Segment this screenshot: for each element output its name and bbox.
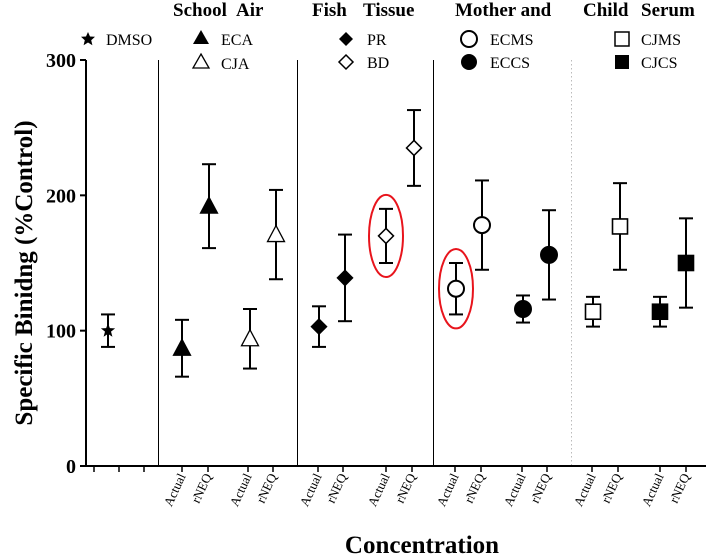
series-pr	[310, 233, 354, 348]
x-tick-label: rNEQ	[253, 470, 280, 505]
marker-triangle	[199, 195, 219, 214]
group-label-school: School	[173, 0, 227, 21]
marker-diamond	[405, 139, 423, 157]
y-axis: 0 100 200 300	[46, 50, 87, 478]
x-tick-label: Actual	[364, 471, 392, 509]
legend-label-dmso: DMSO	[106, 32, 152, 49]
highlight-ellipse-ecms	[438, 248, 474, 330]
legend-marker-ecms	[460, 30, 478, 48]
series-eca	[172, 163, 219, 378]
legend-marker-bd	[337, 53, 355, 71]
marker-triangle	[240, 328, 260, 347]
legend-marker-cjms	[614, 31, 630, 47]
group-label-child: Child	[583, 0, 629, 21]
y-tick-label: 0	[66, 456, 76, 478]
legend-label-ecms: ECMS	[490, 32, 534, 49]
legend-label-pr: PR	[367, 32, 387, 49]
marker-square	[651, 303, 669, 321]
marker-circle	[447, 279, 465, 298]
marker-square	[677, 254, 695, 272]
series-ecms	[447, 179, 491, 316]
legend-label-eccs: ECCS	[490, 55, 530, 72]
y-axis-title: Specific Binidng (%Control)	[11, 120, 38, 425]
x-tick-label: rNEQ	[666, 470, 693, 505]
legend-marker-eccs	[461, 54, 477, 70]
series-bd	[377, 109, 423, 264]
marker-star	[100, 323, 116, 337]
group-label-serum: Serum	[641, 0, 695, 21]
legend-marker-cja	[191, 52, 211, 69]
y-tick-label: 100	[46, 321, 76, 343]
y-tick-label: 200	[46, 185, 76, 207]
marker-circle	[473, 216, 491, 235]
x-tick-label: Actual	[160, 471, 188, 509]
group-label-fish: Fish	[312, 0, 347, 21]
x-tick-label: Actual	[638, 471, 666, 509]
legend-label-cjcs: CJCS	[641, 55, 677, 72]
legend-label-cja: CJA	[221, 56, 250, 73]
legend-marker-eca	[193, 30, 209, 44]
legend-label-bd: BD	[367, 55, 389, 72]
marker-circle	[514, 300, 532, 319]
group-label-tissue: Tissue	[363, 0, 414, 21]
x-tick-label: rNEQ	[461, 470, 488, 505]
x-tick-label: Actual	[570, 471, 598, 509]
highlight-ellipses	[368, 193, 474, 330]
data-marks	[100, 109, 695, 378]
group-label-mother-and: Mother and	[455, 0, 552, 21]
marker-triangle	[266, 224, 286, 243]
x-tick-label: rNEQ	[598, 470, 625, 505]
series-eccs	[514, 209, 558, 324]
legend-label-eca: ECA	[221, 32, 253, 49]
marker-circle	[540, 245, 558, 264]
legend: DMSO ECA CJA PR BD ECMS ECCS CJMS CJCS	[81, 30, 681, 73]
x-tick-label: rNEQ	[392, 470, 419, 505]
y-tick-label: 300	[46, 50, 76, 72]
legend-label-cjms: CJMS	[641, 32, 681, 49]
x-tick-label: rNEQ	[188, 470, 215, 505]
group-dividers	[158, 60, 572, 466]
series-cja	[240, 188, 286, 370]
x-tick-label: Actual	[500, 471, 528, 509]
marker-triangle	[172, 337, 192, 356]
x-axis-title: Concentration	[345, 532, 499, 559]
series-dmso	[100, 313, 116, 348]
highlight-ellipse-bd	[368, 193, 404, 278]
x-tick-label: Actual	[226, 471, 254, 509]
marker-diamond	[310, 318, 328, 336]
group-label-air: Air	[236, 0, 264, 21]
marker-square	[611, 218, 629, 235]
marker-square	[584, 303, 602, 321]
x-tick-label: Actual	[296, 471, 324, 509]
series-cjcs	[651, 217, 695, 328]
legend-marker-dmso	[81, 32, 95, 46]
legend-marker-cjcs	[615, 55, 629, 69]
series-cjms	[584, 182, 629, 328]
legend-marker-pr	[339, 32, 353, 46]
x-tick-label: Actual	[433, 471, 461, 509]
marker-diamond	[336, 269, 354, 287]
marker-diamond	[377, 227, 395, 245]
x-tick-label: rNEQ	[527, 470, 554, 505]
x-tick-label: rNEQ	[323, 470, 350, 505]
